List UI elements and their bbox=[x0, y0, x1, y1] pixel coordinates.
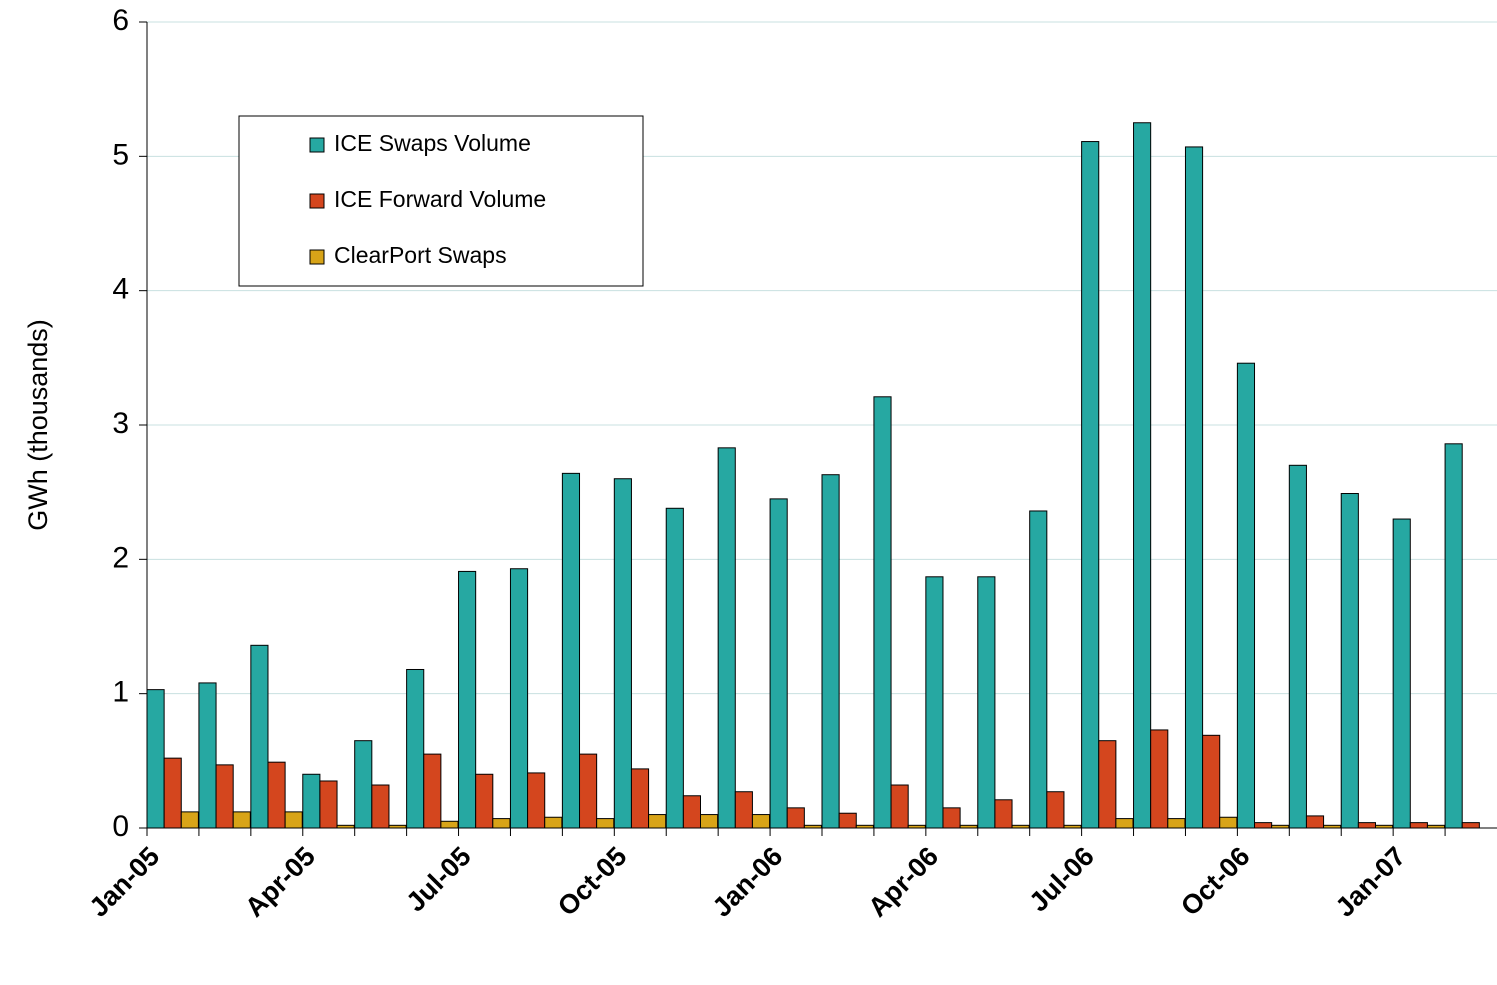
bar bbox=[319, 780, 338, 829]
y-tick-label: 4 bbox=[112, 273, 129, 306]
y-tick-label: 6 bbox=[112, 4, 129, 37]
bar bbox=[786, 807, 805, 829]
bar bbox=[665, 507, 684, 829]
bar bbox=[977, 576, 996, 829]
y-tick-label: 0 bbox=[112, 810, 129, 843]
bar bbox=[1202, 734, 1221, 829]
bar bbox=[1305, 815, 1325, 829]
legend-swatch bbox=[309, 137, 325, 153]
bar bbox=[821, 474, 840, 829]
bar bbox=[613, 478, 632, 829]
bar bbox=[354, 740, 373, 829]
bar bbox=[146, 689, 165, 829]
x-tick-label: Oct-06 bbox=[1175, 841, 1256, 922]
y-axis-label: GWh (thousands) bbox=[23, 319, 53, 531]
bar bbox=[1340, 493, 1359, 829]
y-tick-label: 1 bbox=[112, 676, 129, 709]
bar bbox=[250, 644, 269, 829]
bar bbox=[1357, 822, 1376, 829]
bar bbox=[682, 795, 701, 829]
bar bbox=[1184, 146, 1204, 829]
x-tick-label: Jan-07 bbox=[1330, 841, 1412, 923]
bar bbox=[994, 799, 1013, 829]
bar bbox=[198, 682, 217, 829]
legend-box bbox=[238, 115, 644, 287]
bar bbox=[1409, 822, 1428, 829]
bar bbox=[180, 811, 199, 829]
bar bbox=[267, 761, 286, 829]
bar bbox=[1150, 729, 1169, 829]
legend-label: ICE Forward Volume bbox=[334, 186, 546, 212]
bar bbox=[215, 764, 234, 829]
bar bbox=[475, 773, 494, 829]
legend: ICE Swaps Volume ICE Forward Volume ClearP… bbox=[238, 115, 644, 287]
bar bbox=[1115, 818, 1134, 829]
x-tick-label: Jul-06 bbox=[1023, 841, 1099, 917]
bar bbox=[163, 757, 182, 829]
x-tick-label: Jul-05 bbox=[400, 841, 476, 917]
bar bbox=[1254, 822, 1273, 829]
bar bbox=[579, 753, 598, 829]
x-tick-label: Apr-06 bbox=[862, 841, 944, 923]
bar bbox=[873, 396, 892, 829]
bar bbox=[1392, 518, 1411, 829]
bar bbox=[458, 570, 477, 829]
x-tick-label: Apr-05 bbox=[239, 841, 321, 923]
bar bbox=[1444, 443, 1463, 829]
bar bbox=[302, 773, 321, 829]
bar bbox=[1081, 141, 1100, 829]
bar bbox=[596, 818, 615, 829]
bar bbox=[890, 784, 909, 829]
bar bbox=[423, 753, 442, 829]
bar bbox=[1029, 510, 1048, 829]
bar bbox=[492, 818, 511, 829]
legend-swatch bbox=[309, 249, 325, 265]
bar bbox=[769, 498, 788, 829]
bar bbox=[509, 568, 529, 829]
bar bbox=[1133, 122, 1152, 829]
bar bbox=[942, 807, 961, 829]
x-tick-label: Oct-05 bbox=[552, 841, 633, 922]
bar bbox=[561, 472, 581, 829]
bar bbox=[544, 816, 563, 829]
bar bbox=[1046, 791, 1065, 829]
bar bbox=[440, 820, 459, 829]
legend-swatch bbox=[309, 193, 325, 209]
bar bbox=[406, 668, 425, 829]
bar bbox=[925, 576, 944, 829]
bar bbox=[1167, 818, 1186, 829]
bar bbox=[1288, 464, 1307, 829]
x-tick-label: Jan-06 bbox=[707, 841, 789, 923]
legend-label: ClearPort Swaps bbox=[334, 242, 507, 268]
bar bbox=[734, 791, 753, 829]
bar bbox=[527, 772, 546, 829]
bar bbox=[232, 811, 251, 829]
bar bbox=[838, 812, 857, 829]
bar bbox=[717, 447, 736, 829]
bar bbox=[1219, 816, 1238, 829]
bar bbox=[1098, 740, 1117, 829]
y-tick-label: 2 bbox=[112, 541, 129, 574]
bar bbox=[1236, 362, 1256, 829]
y-tick-label: 3 bbox=[112, 407, 129, 440]
bar bbox=[648, 814, 667, 829]
bar bbox=[700, 814, 719, 829]
x-tick-label: Jan-05 bbox=[84, 841, 166, 923]
bar bbox=[371, 784, 390, 829]
bar bbox=[630, 768, 650, 829]
bar bbox=[751, 814, 771, 829]
bar bbox=[1461, 822, 1480, 829]
legend-label: ICE Swaps Volume bbox=[334, 130, 531, 156]
bar bbox=[284, 811, 303, 829]
y-tick-label: 5 bbox=[112, 138, 129, 171]
